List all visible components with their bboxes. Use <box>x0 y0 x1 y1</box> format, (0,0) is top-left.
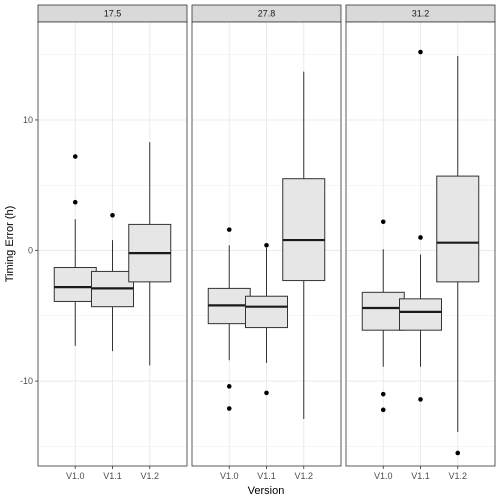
box-V1.1 <box>399 49 442 402</box>
outlier-point <box>455 450 461 456</box>
outlier-point <box>72 199 78 205</box>
y-tick-label: -10 <box>20 376 33 386</box>
box-iqr <box>53 267 97 302</box>
box-iqr <box>282 178 326 282</box>
x-tick-label: V1.0 <box>66 471 85 481</box>
box-iqr <box>361 291 405 331</box>
x-tick-label: V1.2 <box>294 471 313 481</box>
facet-panel <box>345 21 496 467</box>
outlier-point <box>110 212 115 218</box>
x-tick-label: V1.2 <box>448 471 467 481</box>
y-tick-label: 0 <box>28 246 33 256</box>
y-axis: -10 0 10 <box>20 115 38 386</box>
facet-panels <box>37 21 496 467</box>
outlier-point <box>380 219 386 225</box>
box-V1.0 <box>207 227 251 411</box>
outlier-point <box>380 391 386 397</box>
facet-panel <box>37 21 188 467</box>
outlier-point <box>380 407 386 413</box>
outlier-point <box>226 384 232 389</box>
x-tick-label: V1.1 <box>103 471 122 481</box>
box-V1.2 <box>282 71 326 419</box>
x-tick-label: V1.1 <box>411 471 430 481</box>
box-V1.2 <box>128 142 172 366</box>
facet-panel <box>191 21 342 467</box>
box-iqr <box>436 175 480 283</box>
box-iqr <box>399 298 442 331</box>
outlier-point <box>418 235 423 240</box>
box-V1.0 <box>53 154 97 346</box>
x-axes: V1.0 V1.1 V1.2 V1.0 V1.1 V1.2 V1.0 V1.1 V1.2 <box>66 466 467 481</box>
outlier-point <box>264 243 269 248</box>
box-V1.2 <box>436 55 480 456</box>
outlier-point <box>72 154 78 159</box>
box-V1.0 <box>361 219 405 413</box>
box-iqr <box>245 295 288 329</box>
outlier-point <box>418 49 423 55</box>
x-tick-label: V1.0 <box>374 471 393 481</box>
facet-strips: 17.5 27.8 31.2 <box>37 4 496 23</box>
outlier-point <box>418 397 423 402</box>
x-axis-title: Version <box>248 485 285 497</box>
box-V1.1 <box>245 243 288 396</box>
facet-strip-label: 17.5 <box>104 9 122 19</box>
box-V1.1 <box>91 212 134 352</box>
outlier-point <box>226 406 232 411</box>
x-tick-label: V1.0 <box>220 471 239 481</box>
facet-strip-label: 31.2 <box>412 9 430 19</box>
outlier-point <box>264 390 269 396</box>
y-tick-label: 10 <box>23 115 33 125</box>
facet-strip-label: 27.8 <box>258 9 276 19</box>
outlier-point <box>226 227 232 232</box>
x-tick-label: V1.2 <box>140 471 159 481</box>
y-axis-title: Timing Error (h) <box>4 206 16 283</box>
x-tick-label: V1.1 <box>257 471 276 481</box>
